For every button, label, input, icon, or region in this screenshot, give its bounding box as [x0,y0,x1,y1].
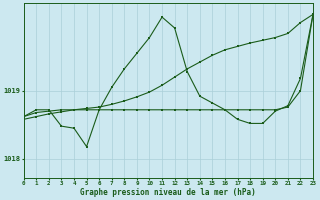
X-axis label: Graphe pression niveau de la mer (hPa): Graphe pression niveau de la mer (hPa) [80,188,256,197]
